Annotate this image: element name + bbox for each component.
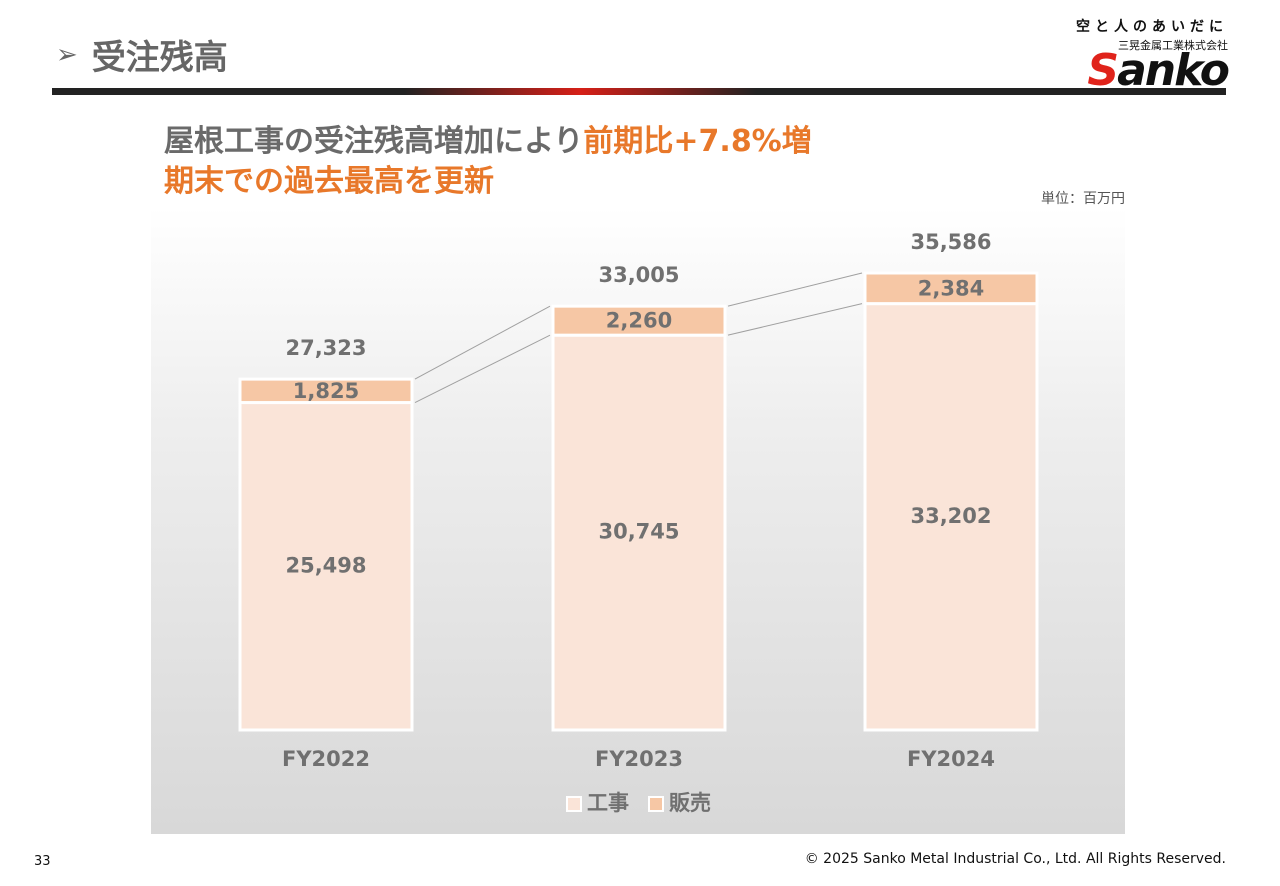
headline: 屋根工事の受注残高増加により前期比+7.8%増 期末での過去最高を更新 xyxy=(164,122,812,202)
headline-line-2: 期末での過去最高を更新 xyxy=(164,164,494,199)
data-label-construction-fy2023: 30,745 xyxy=(598,520,679,544)
data-label-total-fy2023: 33,005 xyxy=(598,263,679,287)
connector-line-mid-1 xyxy=(414,334,551,403)
connector-line-top-2 xyxy=(727,272,863,307)
bar-sales-fy2023 xyxy=(551,304,727,337)
legend-label-1: 工事 xyxy=(587,791,629,815)
legend-label-2: 販売 xyxy=(669,791,711,815)
company-logo: 空と人のあいだに 三晃金属工業株式会社 Sanko xyxy=(1060,16,1230,96)
data-label-total-fy2024: 35,586 xyxy=(910,230,991,254)
logo-company-name: 三晃金属工業株式会社 xyxy=(1118,39,1228,52)
headline-part-1: 屋根工事の受注残高増加により xyxy=(164,124,584,159)
legend-swatch-1 xyxy=(566,796,582,812)
data-label-sales-fy2022: 1,825 xyxy=(293,379,359,403)
data-label-sales-fy2023: 2,260 xyxy=(606,309,672,333)
copyright: © 2025 Sanko Metal Industrial Co., Ltd. … xyxy=(804,851,1226,867)
order-backlog-chart: 25,498 1,825 27,323 FY2022 30,745 2,260 33,005… xyxy=(238,230,1039,815)
x-tick-label-fy2023: FY2023 xyxy=(595,747,683,771)
connector-line-mid-2 xyxy=(727,303,863,336)
connector-line-top-1 xyxy=(414,305,551,380)
data-label-construction-fy2022: 25,498 xyxy=(285,553,366,577)
data-label-construction-fy2024: 33,202 xyxy=(910,504,991,528)
unit-label: 単位：百万円 xyxy=(1041,191,1125,207)
page-number: 33 xyxy=(34,854,51,869)
bar-construction-fy2022 xyxy=(238,401,414,732)
arrow-bullet-icon: ➢ xyxy=(56,39,78,70)
page-title-block: ➢ 受注残高 xyxy=(56,30,228,79)
page-title: 受注残高 xyxy=(91,38,228,78)
x-tick-label-fy2024: FY2024 xyxy=(907,747,995,771)
logo-wordmark: Sanko xyxy=(1087,45,1230,96)
headline-line-1: 屋根工事の受注残高増加により前期比+7.8%増 xyxy=(164,122,812,162)
bar-construction-fy2023 xyxy=(551,333,727,732)
legend-swatch-2 xyxy=(648,796,664,812)
data-label-sales-fy2024: 2,384 xyxy=(918,276,984,300)
data-label-total-fy2022: 27,323 xyxy=(285,336,366,360)
logo-tagline: 空と人のあいだに xyxy=(1076,19,1228,35)
headline-part-2: 前期比+7.8%増 xyxy=(583,124,812,159)
header-divider xyxy=(52,88,1226,95)
bar-sales-fy2024 xyxy=(863,271,1039,306)
bar-sales-fy2022 xyxy=(238,377,414,405)
x-tick-label-fy2022: FY2022 xyxy=(282,747,370,771)
